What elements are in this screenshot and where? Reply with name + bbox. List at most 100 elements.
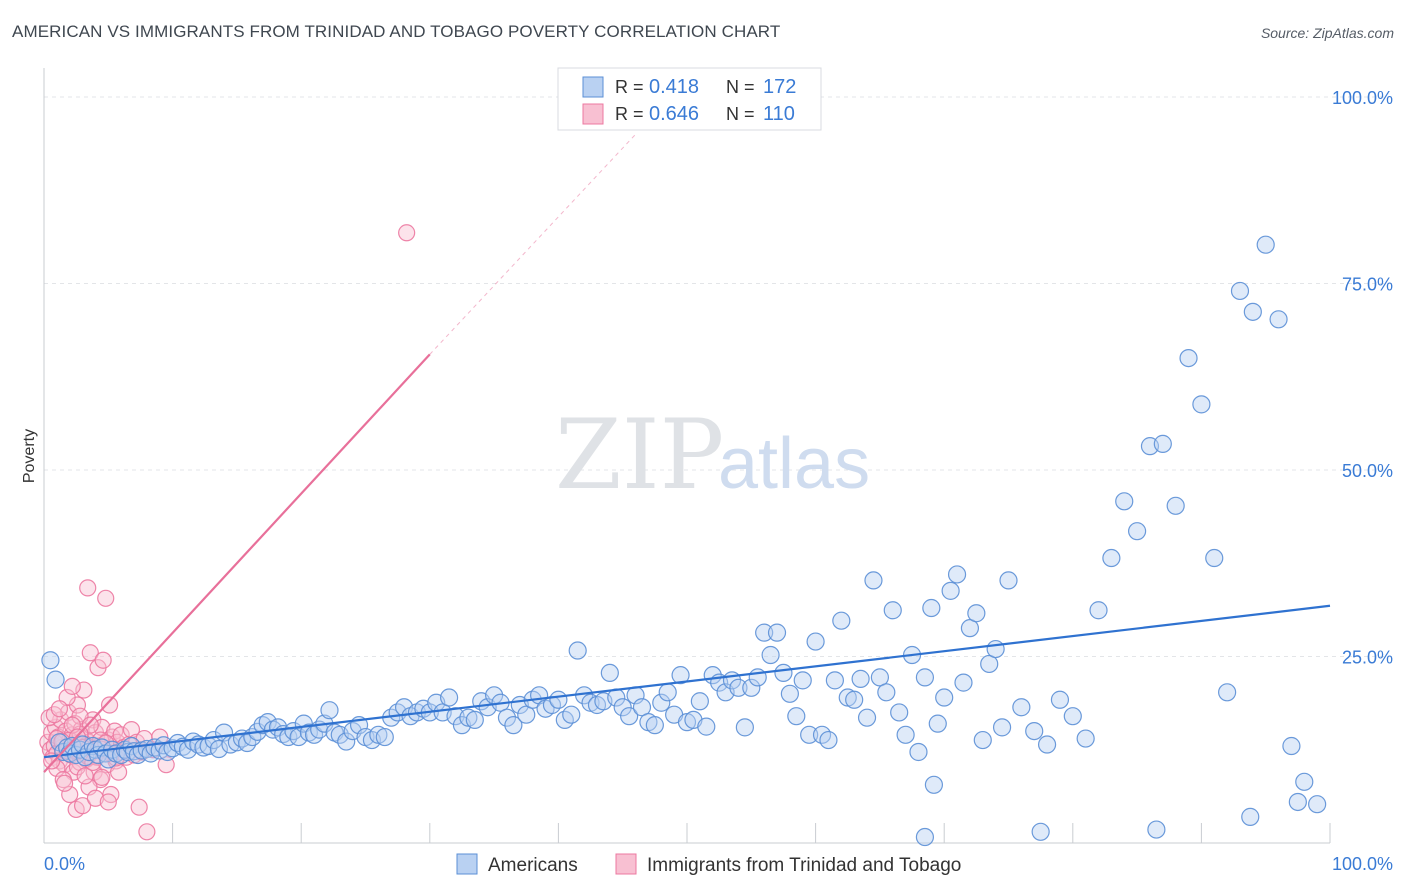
x-tick-label: 0.0% [44,854,85,874]
data-point [1308,795,1327,814]
data-point [1102,548,1121,568]
data-point [1179,349,1198,368]
data-point [909,742,928,762]
trend-line-americans [43,604,1331,759]
data-point [465,710,484,730]
series-americans-points [41,235,1327,847]
data-point [845,690,864,709]
data-point [774,663,793,683]
data-point [320,701,339,720]
data-point [375,727,394,747]
data-point [1205,548,1224,568]
data-point [832,611,851,630]
chart-title: AMERICAN VS IMMIGRANTS FROM TRINIDAD AND… [12,22,781,41]
data-point [652,693,671,712]
data-point [41,651,60,670]
data-point [742,678,761,697]
data-point [568,641,587,660]
data-point [504,716,523,735]
data-point [915,827,935,847]
data-point [787,707,806,726]
data-point [1218,683,1237,702]
data-point [780,684,799,703]
data-point [851,669,870,688]
data-point [761,645,780,665]
data-point [99,793,117,811]
data-point [806,632,825,651]
data-point [55,774,74,792]
data-point [1243,302,1262,321]
legend-swatch [582,103,604,125]
data-point [800,725,819,744]
axes [43,68,1331,844]
data-point [928,714,947,733]
tick-labels: 25.0% 50.0% 75.0% 100.0% 0.0% 100.0% [44,88,1393,874]
legend-swatch [456,853,478,875]
data-point [1089,601,1108,620]
source-label: Source: ZipAtlas.com [1260,25,1394,41]
data-point [825,671,844,690]
watermark: ZIP atlas [555,399,870,511]
trend-line-immigrants-extension [429,133,636,355]
data-point [1025,721,1044,741]
data-point [1295,772,1314,791]
data-point [967,604,986,623]
data-point [97,589,115,607]
data-point [1031,822,1050,841]
data-point [61,785,79,804]
data-point [93,768,111,786]
data-point [76,767,94,785]
data-point [620,707,639,726]
data-point [935,688,954,707]
y-tick-label: 50.0% [1342,461,1393,481]
watermark-atlas: atlas [718,424,870,504]
data-point [1256,235,1275,254]
data-point [883,601,902,620]
data-point [947,565,967,584]
data-point [63,677,81,695]
data-point [100,696,119,714]
data-point [1063,707,1082,726]
data-point [973,730,992,750]
data-point [729,678,748,697]
data-point [793,671,812,690]
data-point [238,733,257,753]
legend-swatch [615,853,637,875]
legend-r-label: R = [615,77,644,97]
data-point [1153,434,1172,453]
legend-n-label: N = [726,77,755,97]
watermark-zip: ZIP [555,399,724,511]
data-point [924,775,944,794]
data-point [755,623,774,642]
data-point [1192,395,1211,414]
legend-n-value: 110 [763,103,795,125]
data-point [864,571,883,590]
data-point [497,708,517,727]
grid [44,96,1392,657]
data-point [138,823,156,841]
legend-swatch [582,76,604,98]
legend-correlation: R = 0.418 N = 172 R = 0.646 N = 110 [557,67,822,131]
data-point [999,571,1018,590]
legend-r-value: 0.418 [649,76,699,98]
data-point [86,789,105,807]
data-point [1127,522,1147,541]
y-axis-label: Poverty [21,429,38,483]
data-point [954,673,973,692]
legend-series: Americans Immigrants from Trinidad and To… [456,853,961,876]
data-point [1241,807,1260,826]
data-point [1115,492,1134,511]
data-point [81,644,99,662]
legend-n-value: 172 [763,76,796,98]
legend-r-label: R = [615,104,644,124]
data-point [73,797,92,815]
data-point [1288,792,1307,812]
data-point [398,224,416,242]
data-point [986,639,1005,659]
data-point [992,718,1012,737]
y-tick-label: 75.0% [1342,275,1393,295]
y-tick-label: 25.0% [1342,648,1393,668]
x-tick-label: 100.0% [1332,854,1393,874]
data-point [645,716,664,735]
